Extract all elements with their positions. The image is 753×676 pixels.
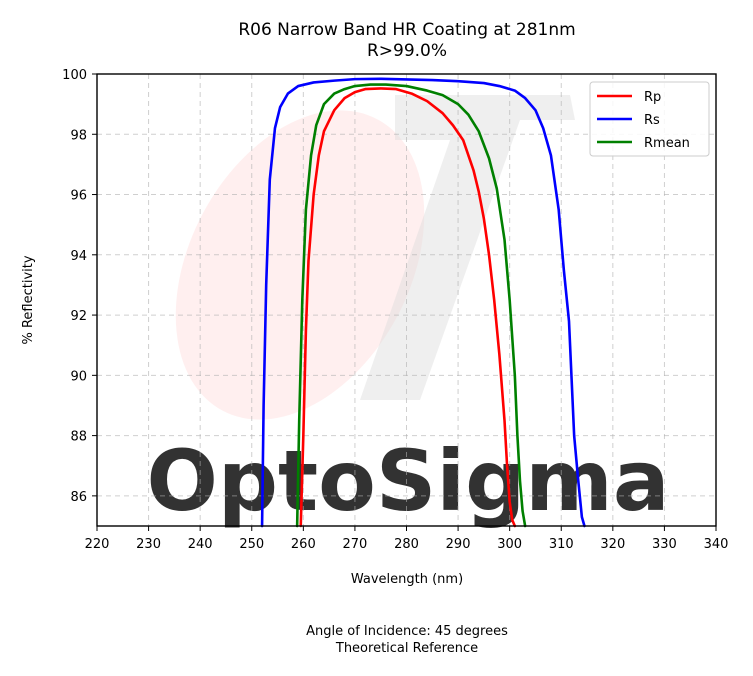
x-tick-label: 280 (394, 537, 419, 552)
x-axis-label: Wavelength (nm) (351, 572, 463, 587)
series-lines (260, 77, 586, 528)
legend-label-rmean: Rmean (644, 136, 690, 151)
y-tick-label: 98 (70, 128, 87, 143)
chart-title: R06 Narrow Band HR Coating at 281nm (238, 20, 575, 40)
y-tick-label: 88 (70, 430, 87, 445)
legend-box (589, 81, 710, 157)
y-tick-label: 96 (70, 189, 87, 204)
x-tick-label: 290 (446, 537, 471, 552)
x-tick-label: 260 (291, 537, 316, 552)
x-tick-label: 320 (600, 537, 625, 552)
x-tick-label: 240 (188, 537, 213, 552)
x-tick-label: 340 (704, 537, 729, 552)
x-tick-label: 270 (343, 537, 368, 552)
footer-incidence: Angle of Incidence: 45 degrees (306, 624, 508, 639)
y-tick-label: 86 (70, 490, 87, 505)
x-tick-label: 300 (497, 537, 522, 552)
series-line-rmean (295, 83, 527, 528)
watermark-grey-shape (360, 95, 575, 400)
watermark-logo: OptoSigma (146, 95, 670, 530)
x-tick-label: 310 (549, 537, 574, 552)
watermark-red-blob (175, 110, 425, 420)
x-tick-label: 220 (85, 537, 110, 552)
y-tick-label: 92 (70, 309, 87, 324)
footer-reference: Theoretical Reference (335, 641, 478, 656)
legend-label-rs: Rs (644, 113, 660, 128)
y-axis-label: % Reflectivity (21, 255, 36, 344)
x-tick-label: 230 (136, 537, 161, 552)
y-axis-ticks: 86 88 90 92 94 96 98 100 (62, 68, 97, 505)
x-tick-label: 330 (652, 537, 677, 552)
y-tick-label: 90 (70, 369, 87, 384)
y-tick-label: 100 (62, 68, 87, 83)
legend-label-rp: Rp (644, 90, 661, 105)
watermark-text: OptoSigma (146, 432, 669, 530)
x-tick-label: 250 (239, 537, 264, 552)
series-line-rp (299, 87, 517, 528)
series-line-rs (260, 77, 586, 528)
legend: Rp Rs Rmean (589, 81, 710, 157)
y-tick-label: 94 (70, 249, 87, 264)
chart-subtitle: R>99.0% (367, 41, 447, 61)
x-axis-ticks: 220 230 240 250 260 270 280 290 300 310 320 330 340 (85, 526, 729, 552)
